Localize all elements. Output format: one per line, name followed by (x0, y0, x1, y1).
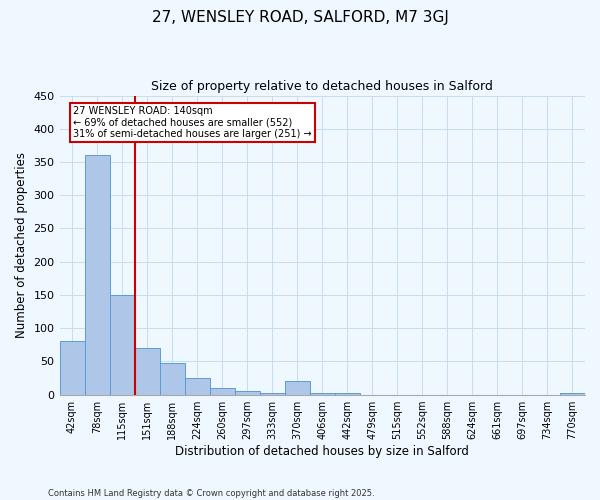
Bar (110, 295, 134, 394)
Bar (310, 392, 335, 394)
Y-axis label: Number of detached properties: Number of detached properties (15, 152, 28, 338)
Text: Contains HM Land Registry data © Crown copyright and database right 2025.: Contains HM Land Registry data © Crown c… (48, 488, 374, 498)
Bar (185, 378, 209, 394)
Text: 27, WENSLEY ROAD, SALFORD, M7 3GJ: 27, WENSLEY ROAD, SALFORD, M7 3GJ (152, 10, 448, 25)
X-axis label: Distribution of detached houses by size in Salford: Distribution of detached houses by size … (175, 444, 469, 458)
Bar (335, 392, 360, 394)
Bar (260, 392, 285, 394)
Text: 27 WENSLEY ROAD: 140sqm
← 69% of detached houses are smaller (552)
31% of semi-d: 27 WENSLEY ROAD: 140sqm ← 69% of detache… (73, 106, 312, 138)
Bar (209, 388, 235, 394)
Title: Size of property relative to detached houses in Salford: Size of property relative to detached ho… (151, 80, 493, 93)
Bar (160, 362, 185, 394)
Bar (560, 392, 585, 394)
Bar (85, 156, 110, 394)
Bar (235, 392, 260, 394)
Bar (285, 382, 310, 394)
Bar (59, 342, 85, 394)
Bar (134, 348, 160, 395)
